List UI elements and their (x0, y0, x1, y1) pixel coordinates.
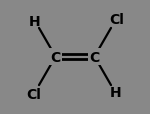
Text: H: H (29, 15, 41, 28)
Text: C: C (89, 50, 100, 64)
Text: H: H (109, 86, 121, 99)
Text: C: C (50, 50, 61, 64)
Text: Cl: Cl (26, 87, 41, 101)
Text: Cl: Cl (109, 13, 124, 27)
